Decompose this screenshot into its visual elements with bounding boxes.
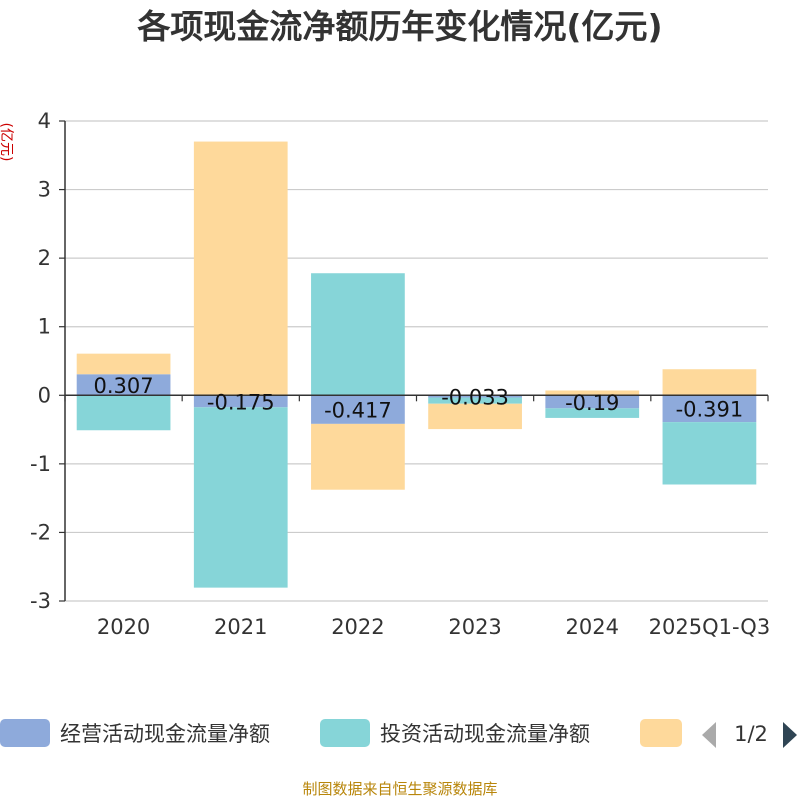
- bar-series2-2022[interactable]: [311, 423, 405, 490]
- bar-series0-2022[interactable]: [311, 395, 405, 424]
- bar-series2-2021[interactable]: [193, 141, 288, 396]
- bar-series2-2023[interactable]: [428, 403, 522, 430]
- y-tick-label: 0: [38, 383, 51, 407]
- bar-series1-2022[interactable]: [311, 273, 405, 396]
- bar-series1-2025Q1-Q3[interactable]: [662, 422, 757, 485]
- bar-series1-2020[interactable]: [76, 395, 171, 431]
- bar-series2-2024[interactable]: [545, 390, 640, 396]
- source-note: 制图数据来自恒生聚源数据库: [302, 780, 497, 798]
- y-axis-unit: (亿元): [0, 123, 14, 162]
- data-label: -0.391: [676, 398, 744, 422]
- x-tick-label: 2022: [331, 615, 384, 639]
- legend-swatch-investing[interactable]: [320, 719, 370, 747]
- data-label: -0.417: [324, 399, 392, 423]
- bar-series0-2023[interactable]: [428, 395, 522, 398]
- bars: [76, 141, 757, 588]
- legend-page-indicator: 1/2: [734, 722, 768, 746]
- y-tick-label: 4: [38, 109, 51, 133]
- y-tick-label: -3: [30, 589, 51, 613]
- data-label: -0.175: [207, 390, 275, 414]
- y-tick-label: 1: [38, 315, 51, 339]
- x-tick-label: 2024: [566, 615, 619, 639]
- bar-series1-2024[interactable]: [545, 408, 640, 418]
- legend-prev-page-icon[interactable]: [702, 722, 716, 748]
- legend-swatch-operating[interactable]: [0, 719, 50, 747]
- data-label: 0.307: [94, 374, 154, 398]
- y-tick-label: -1: [30, 452, 51, 476]
- axes: -3 -2 -1 0 1 2 3 4 2020 2021 2022 2023 2024 2025Q1-Q3: [30, 109, 770, 639]
- gridlines: [65, 120, 768, 602]
- bar-series0-2020[interactable]: [76, 374, 171, 396]
- y-tick-label: 2: [38, 246, 51, 270]
- x-tick-label: 2020: [97, 615, 150, 639]
- bar-series0-2025Q1-Q3[interactable]: [662, 395, 757, 423]
- data-labels: 0.307 -0.175 -0.417 -0.033 -0.19 -0.391: [94, 374, 744, 423]
- x-tick-label: 2021: [214, 615, 267, 639]
- data-label: -0.19: [565, 391, 619, 415]
- bar-series0-2021[interactable]: [193, 395, 288, 408]
- x-tick-label: 2023: [448, 615, 501, 639]
- legend-next-page-icon[interactable]: [783, 722, 797, 748]
- x-tick-label: 2025Q1-Q3: [649, 615, 771, 639]
- bar-series2-2020[interactable]: [76, 353, 171, 375]
- bar-series0-2024[interactable]: [545, 395, 640, 409]
- legend-swatch-financing[interactable]: [640, 719, 682, 747]
- data-label: -0.033: [441, 385, 509, 409]
- chart-title: 各项现金流净额历年变化情况(亿元): [136, 7, 662, 46]
- y-tick-label: 3: [38, 178, 51, 202]
- legend-label-operating[interactable]: 经营活动现金流量净额: [60, 722, 270, 746]
- bar-series2-2025Q1-Q3[interactable]: [662, 369, 757, 396]
- bar-series1-2023[interactable]: [428, 397, 522, 404]
- legend: 经营活动现金流量净额 投资活动现金流量净额 1/2: [0, 719, 797, 748]
- legend-label-investing[interactable]: 投资活动现金流量净额: [380, 722, 590, 746]
- y-tick-label: -2: [30, 520, 51, 544]
- bar-series1-2021[interactable]: [193, 407, 288, 588]
